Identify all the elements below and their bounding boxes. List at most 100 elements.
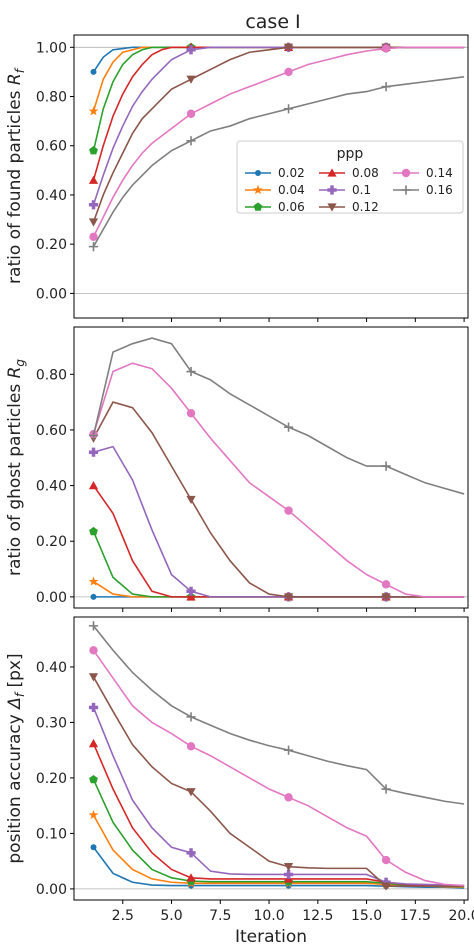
legend-marker-0.16 <box>401 185 411 195</box>
series-top-0.04 <box>88 42 465 116</box>
ylabel-subscript: f <box>13 691 27 697</box>
ytick-label-middle: 0.20 <box>36 534 67 550</box>
legend-marker-0.04 <box>253 184 263 195</box>
ylabel-symbol: R <box>5 73 25 85</box>
ytick-label-bottom: 0.20 <box>36 771 67 787</box>
ylabel-bottom: position accuracy Δf [px] <box>5 653 27 863</box>
point-bottom-0.12-x1 <box>88 673 99 682</box>
point-middle-0.14-x6 <box>186 409 196 418</box>
series-middle-0.1 <box>88 445 465 602</box>
ytick-label-top: 0.00 <box>36 286 67 302</box>
ylabel-text: position accuracy <box>5 709 25 864</box>
line-bottom-0.1 <box>92 707 465 887</box>
axes-frame-middle <box>73 326 469 609</box>
point-top-0.02-x1 <box>90 68 97 75</box>
legend-label-0.04: 0.04 <box>278 183 305 197</box>
xtick-label-bottom: 2.5 <box>112 908 134 924</box>
point-top-0.16-x16 <box>381 82 391 92</box>
point-top-0.1-x1 <box>88 200 99 210</box>
line-middle-0.14 <box>92 362 465 598</box>
legend-marker-0.1 <box>327 185 337 195</box>
point-bottom-0.1-x1 <box>88 702 99 713</box>
series-middle-0.08 <box>88 480 465 601</box>
ylabel-symbol: Δ <box>5 697 25 711</box>
point-bottom-0.1-x6 <box>186 848 196 858</box>
point-middle-0.16-x1 <box>88 430 99 441</box>
series-bottom-0.16 <box>88 621 465 805</box>
point-bottom-0.14-x16 <box>381 855 391 865</box>
point-middle-0.1-x1 <box>88 447 99 457</box>
line-middle-0.1 <box>93 445 465 598</box>
xlabel-bottom: Iteration <box>235 927 307 947</box>
series-middle-0.06 <box>89 526 465 601</box>
legend-label-0.02: 0.02 <box>278 166 305 180</box>
point-middle-0.16-x6 <box>186 366 196 377</box>
line-middle-0.08 <box>92 485 465 598</box>
ytick-label-bottom: 0.10 <box>36 826 67 842</box>
point-middle-0.06-x1 <box>89 526 98 536</box>
series-middle-0.16 <box>88 337 465 495</box>
ylabel-middle: ratio of ghost particles Rg <box>5 359 27 576</box>
point-bottom-0.16-x16 <box>381 784 391 794</box>
point-bottom-0.16-x6 <box>186 712 196 722</box>
point-top-0.06-x1 <box>89 146 98 155</box>
point-top-0.14-x6 <box>186 109 196 118</box>
legend-label-0.12: 0.12 <box>352 200 379 214</box>
ytick-label-middle: 0.60 <box>36 423 67 439</box>
point-bottom-0.12-x11 <box>283 863 294 872</box>
xtick-label-bottom: 12.5 <box>302 908 333 924</box>
axes-frame-top <box>73 34 469 319</box>
figure-title: case I <box>245 11 300 33</box>
xtick-label-bottom: 10.0 <box>253 908 284 924</box>
point-middle-0.14-x11 <box>284 506 293 515</box>
line-top-0.16 <box>92 76 465 248</box>
point-bottom-0.14-x11 <box>284 793 293 802</box>
line-bottom-0.06 <box>92 779 465 888</box>
point-middle-0.02-x1 <box>90 593 97 600</box>
series-top-0.16 <box>88 76 465 252</box>
ylabel-subscript: f <box>13 67 27 73</box>
legend-label-0.06: 0.06 <box>278 200 305 214</box>
point-bottom-0.06-x1 <box>89 774 98 784</box>
point-bottom-0.08-x1 <box>88 738 99 748</box>
point-middle-0.14-x16 <box>381 580 391 589</box>
series-top-0.14 <box>89 44 465 241</box>
point-top-0.14-x1 <box>89 232 98 241</box>
legend-label-0.08: 0.08 <box>352 166 379 180</box>
point-middle-0.12-x11 <box>283 593 294 602</box>
point-top-0.08-x1 <box>88 175 99 184</box>
point-bottom-0.1-x16 <box>381 877 391 887</box>
point-bottom-0.14-x1 <box>89 646 98 655</box>
legend-marker-0.08 <box>327 168 337 177</box>
ylabel-top: ratio of found particles Rf <box>5 67 27 284</box>
point-top-0.14-x11 <box>284 67 293 77</box>
ytick-label-top: 0.40 <box>36 188 67 204</box>
legend-label-0.1: 0.1 <box>352 183 371 197</box>
ytick-label-top: 1.00 <box>36 40 67 56</box>
line-bottom-0.14 <box>92 649 465 887</box>
series-bottom-0.12 <box>88 673 465 891</box>
line-middle-0.16 <box>92 337 465 495</box>
series-bottom-0.04 <box>88 809 465 889</box>
line-top-0.02 <box>92 46 465 73</box>
legend-title: ppp <box>337 146 364 162</box>
ylabel-symbol: R <box>5 367 25 379</box>
ytick-label-middle: 0.00 <box>36 590 67 606</box>
line-bottom-0.04 <box>92 814 465 889</box>
line-top-0.06 <box>92 46 465 151</box>
point-top-0.04-x1 <box>88 106 99 116</box>
point-bottom-0.04-x1 <box>88 809 99 820</box>
line-middle-0.12 <box>92 401 465 598</box>
point-bottom-0.12-x6 <box>186 788 196 797</box>
legend: ppp 0.02 0.04 0.06 0.08 0.1 0.12 0.14 0.16 <box>236 140 464 214</box>
point-top-0.14-x16 <box>381 44 391 53</box>
point-bottom-0.12-x16 <box>381 882 391 891</box>
xtick-label-bottom: 15.0 <box>351 908 382 924</box>
ylabel-unit: [px] <box>5 653 25 693</box>
point-top-0.12-x6 <box>186 75 196 84</box>
point-bottom-0.08-x6 <box>186 873 196 882</box>
point-middle-0.08-x1 <box>88 480 99 490</box>
ytick-label-middle: 0.40 <box>36 479 67 495</box>
legend-label-0.16: 0.16 <box>426 183 453 197</box>
